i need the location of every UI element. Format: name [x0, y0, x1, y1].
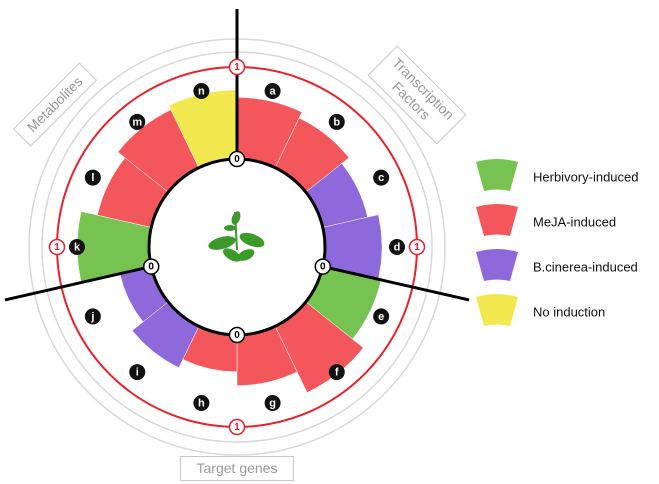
tick-label: 1 — [234, 62, 240, 73]
category-label: g — [269, 397, 276, 409]
section-label: Target genes — [180, 456, 294, 481]
legend-label: Herbivory-induced — [533, 169, 639, 184]
category-label: e — [378, 311, 384, 323]
tick-label: 1 — [54, 242, 60, 253]
figure: 0 0 0 0 1 1 1 1 a b c d e f g h i j k l m n Herbivory-induced M… — [0, 0, 659, 484]
tick-label: 1 — [414, 242, 420, 253]
category-label: i — [136, 366, 139, 378]
legend-swatch — [476, 294, 518, 326]
category-label: n — [198, 85, 205, 97]
category-label: a — [270, 85, 277, 97]
category-label: d — [394, 241, 401, 253]
tick-label: 0 — [320, 262, 326, 273]
chart: 0 0 0 0 1 1 1 1 a b c d e f g h i j k l m n Herbivory-induced M… — [0, 0, 659, 484]
tick-label: 0 — [234, 330, 240, 341]
category-label: c — [378, 172, 384, 184]
legend-swatch — [476, 249, 518, 281]
category-label: h — [198, 397, 205, 409]
category-label: j — [90, 311, 94, 323]
tick-label: 0 — [148, 262, 154, 273]
legend-swatch — [476, 159, 518, 191]
legend-label: B.cinerea-induced — [533, 259, 638, 274]
legend-label: MeJA-induced — [533, 214, 616, 229]
category-label: b — [333, 116, 340, 128]
category-label: m — [132, 116, 142, 128]
tick-label: 0 — [234, 154, 240, 165]
category-label: f — [335, 366, 339, 378]
legend-swatch — [476, 204, 518, 236]
category-label: k — [74, 241, 81, 253]
legend-label: No induction — [533, 304, 605, 319]
category-label: l — [91, 172, 94, 184]
plant-icon — [207, 210, 266, 264]
tick-label: 1 — [234, 422, 240, 433]
